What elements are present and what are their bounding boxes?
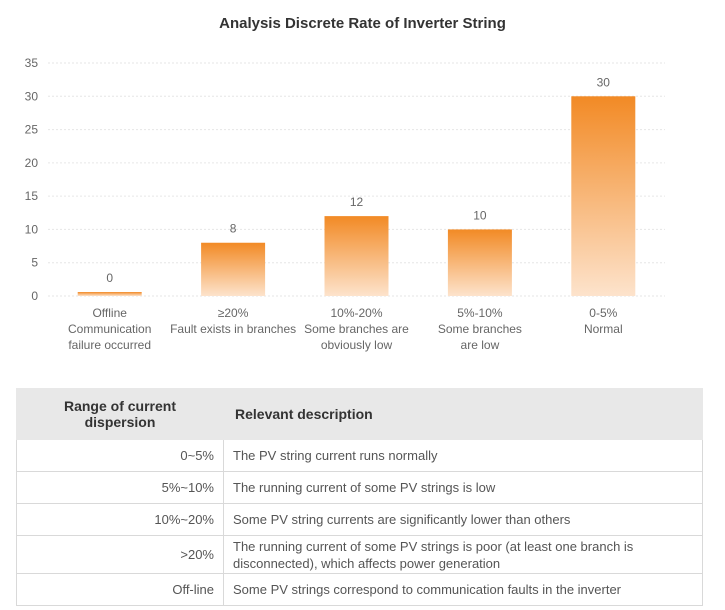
y-tick-label: 35: [25, 56, 39, 70]
bar: [447, 229, 512, 296]
x-tick-label: 0-5%: [589, 306, 617, 320]
x-tick-label: ≥20%: [218, 306, 249, 320]
description-cell: Some PV strings correspond to communicat…: [223, 573, 703, 606]
bars: [77, 96, 636, 297]
bar: [201, 242, 266, 296]
data-label: 30: [597, 75, 611, 89]
range-cell: Off-line: [16, 573, 224, 606]
x-tick-label: failure occurred: [68, 338, 151, 352]
y-tick-label: 15: [25, 189, 39, 203]
bar-chart: 0 5 10 15 20 25 30 35 0 8 12 10 30 Offline Communica…: [25, 56, 665, 352]
data-label: 12: [350, 195, 364, 209]
x-tick-label: Normal: [584, 322, 623, 336]
header-description: Relevant description: [223, 388, 703, 440]
table-row: 0~5% The PV string current runs normally: [16, 439, 703, 472]
y-tick-label: 30: [25, 89, 39, 103]
x-tick-label: Communication: [68, 322, 151, 336]
x-tick-label: 10%-20%: [330, 306, 382, 320]
x-axis-ticks: Offline Communication failure occurred ≥20%…: [68, 306, 623, 352]
x-tick-label: Some branches are: [304, 322, 409, 336]
header-range: Range of current dispersion: [16, 388, 224, 440]
data-labels: 0 8 12 10 30: [106, 75, 610, 285]
table-row: 10%~20% Some PV string currents are sign…: [16, 503, 703, 536]
y-axis-ticks: 0 5 10 15 20 25 30 35: [25, 56, 39, 303]
x-tick-label: obviously low: [321, 338, 393, 352]
bar: [571, 96, 636, 297]
data-label: 10: [473, 208, 487, 222]
x-tick-label: are low: [461, 338, 500, 352]
range-cell: >20%: [16, 535, 224, 574]
table-row: 5%~10% The running current of some PV st…: [16, 471, 703, 504]
table-header-row: Range of current dispersion Relevant des…: [16, 388, 703, 440]
description-cell: Some PV string currents are significantl…: [223, 503, 703, 536]
bar: [324, 216, 389, 296]
chart-title: Analysis Discrete Rate of Inverter Strin…: [219, 15, 506, 32]
range-cell: 5%~10%: [16, 471, 224, 504]
description-cell: The PV string current runs normally: [223, 439, 703, 472]
dispersion-table-container: Range of current dispersion Relevant des…: [16, 388, 703, 606]
x-tick-label: Offline: [92, 306, 127, 320]
x-tick-label: Fault exists in branches: [170, 322, 296, 336]
y-tick-label: 20: [25, 156, 39, 170]
x-tick-label: Some branches: [438, 322, 522, 336]
y-tick-label: 10: [25, 222, 39, 236]
range-cell: 0~5%: [16, 439, 224, 472]
description-cell: The running current of some PV strings i…: [223, 535, 703, 574]
data-label: 0: [106, 271, 113, 285]
bar: [77, 292, 142, 296]
table-row: Off-line Some PV strings correspond to c…: [16, 573, 703, 606]
data-label: 8: [230, 222, 237, 236]
y-tick-label: 5: [31, 256, 38, 270]
range-cell: 10%~20%: [16, 503, 224, 536]
table-row: >20% The running current of some PV stri…: [16, 535, 703, 574]
description-cell: The running current of some PV strings i…: [223, 471, 703, 504]
dispersion-table: Range of current dispersion Relevant des…: [16, 388, 703, 606]
y-tick-label: 0: [31, 289, 38, 303]
x-tick-label: 5%-10%: [457, 306, 503, 320]
y-tick-label: 25: [25, 123, 39, 137]
